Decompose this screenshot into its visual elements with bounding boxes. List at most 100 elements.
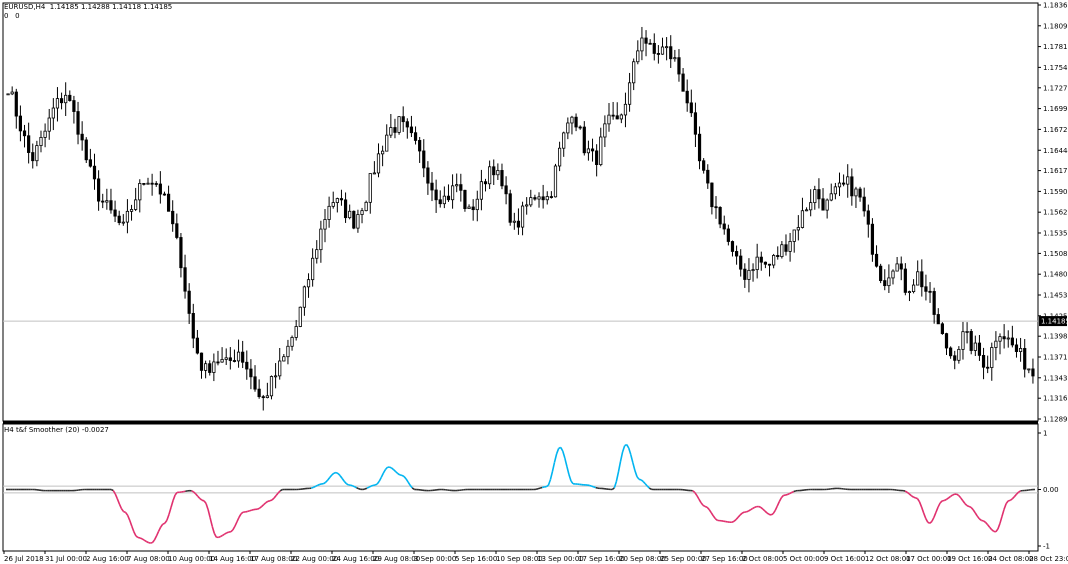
indicator-segment	[157, 526, 162, 532]
candle	[339, 189, 344, 206]
indicator-segment	[634, 470, 638, 477]
candle	[1014, 338, 1019, 358]
indicator-segment	[972, 509, 976, 514]
price-axis: 1.18365 1.18090 1.17815 1.17540 1.17270 1.169…	[1038, 2, 1068, 424]
candle	[689, 89, 693, 117]
indicator-segment	[170, 500, 174, 508]
time-tick-label: 27 Sep 16:00	[701, 555, 748, 563]
candle	[586, 140, 591, 161]
indicator-segment	[1007, 499, 1011, 502]
indicator-segment	[319, 483, 322, 486]
indicator-segment	[611, 487, 615, 491]
indicator-segment	[405, 478, 409, 483]
candle	[870, 218, 875, 262]
candle	[113, 200, 117, 223]
indicator-segment	[770, 513, 774, 516]
indicator-segment	[401, 474, 405, 478]
candle	[117, 210, 121, 226]
indicator-segment	[939, 500, 943, 504]
candle	[932, 287, 936, 324]
candle	[372, 161, 376, 175]
indicator-segment	[731, 520, 735, 523]
indicator-segment	[593, 486, 597, 489]
indicator-segment	[327, 477, 331, 481]
candle	[1018, 337, 1023, 362]
candle	[389, 114, 393, 138]
indicator-segment	[553, 453, 558, 463]
indicator-segment	[646, 485, 650, 489]
candle	[348, 204, 352, 220]
indicator-segment	[126, 515, 131, 521]
candle	[739, 249, 743, 277]
candle	[788, 232, 792, 262]
candle	[290, 335, 294, 351]
indicator-segment	[143, 539, 147, 543]
indicator-segment	[174, 491, 178, 496]
indicator-segment	[627, 447, 632, 456]
candle	[924, 274, 928, 301]
indicator-segment	[766, 512, 770, 515]
zero-value-a: 0	[4, 12, 9, 20]
candle	[533, 194, 537, 201]
indicator-segment	[789, 491, 793, 495]
indicator-segment	[339, 475, 343, 479]
indicator-segment	[632, 462, 636, 471]
candle	[998, 333, 1002, 355]
candle	[282, 353, 286, 362]
candle	[434, 179, 438, 213]
indicator-segment	[263, 502, 267, 506]
candle	[364, 200, 368, 212]
candle	[43, 123, 47, 148]
time-tick-label: 29 Aug 08:00	[373, 555, 420, 563]
candle	[595, 144, 599, 177]
candle	[236, 339, 241, 368]
indicator-segment	[908, 493, 912, 497]
candle	[541, 184, 545, 209]
indicator-segment	[224, 532, 228, 535]
indicator-segment	[591, 485, 594, 488]
time-tick-label: 24 Aug 16:00	[332, 555, 379, 563]
candle	[611, 101, 615, 120]
candle	[385, 124, 389, 152]
candle	[817, 178, 821, 209]
candle	[969, 328, 973, 355]
indicator-segment	[958, 494, 962, 499]
indicator-segment	[640, 479, 644, 483]
candle	[80, 121, 84, 151]
indicator-segment	[366, 486, 370, 489]
indicator-segment	[343, 480, 347, 485]
candle	[961, 321, 965, 360]
time-tick-label: 10 Sep 08:00	[496, 555, 543, 563]
time-tick-label: 5 Sep 16:00	[455, 555, 497, 563]
indicator-segment	[772, 510, 776, 515]
candle	[405, 118, 409, 139]
indicator-tick-label: -1	[1043, 543, 1050, 551]
candle	[352, 210, 356, 230]
indicator-segment	[145, 540, 149, 544]
indicator-segment	[354, 485, 357, 489]
indicator-segment	[947, 495, 951, 499]
time-tick-label: 2 Oct 08:00	[742, 555, 783, 563]
indicator-segment	[613, 481, 618, 489]
candle	[199, 352, 204, 379]
candle	[652, 33, 656, 61]
time-tick-label: 17 Aug 08:00	[250, 555, 297, 563]
candle	[88, 148, 92, 168]
candle	[730, 240, 735, 257]
price-tick-label: 1.18365	[1043, 2, 1068, 10]
indicator-segment	[746, 510, 749, 513]
candle	[18, 105, 23, 142]
price-tick-label: 1.17815	[1043, 43, 1068, 51]
indicator-segment	[358, 487, 361, 491]
indicator-segment	[205, 503, 209, 510]
indicator-segment	[1001, 509, 1005, 517]
candle	[158, 171, 162, 204]
indicator-segment	[984, 521, 989, 526]
price-tick-label: 1.16175	[1043, 167, 1068, 175]
indicator-segment	[356, 487, 359, 490]
indicator-segment	[247, 510, 250, 513]
candle	[500, 163, 504, 190]
candle	[278, 347, 282, 380]
price-tick-label: 1.18090	[1043, 22, 1068, 30]
